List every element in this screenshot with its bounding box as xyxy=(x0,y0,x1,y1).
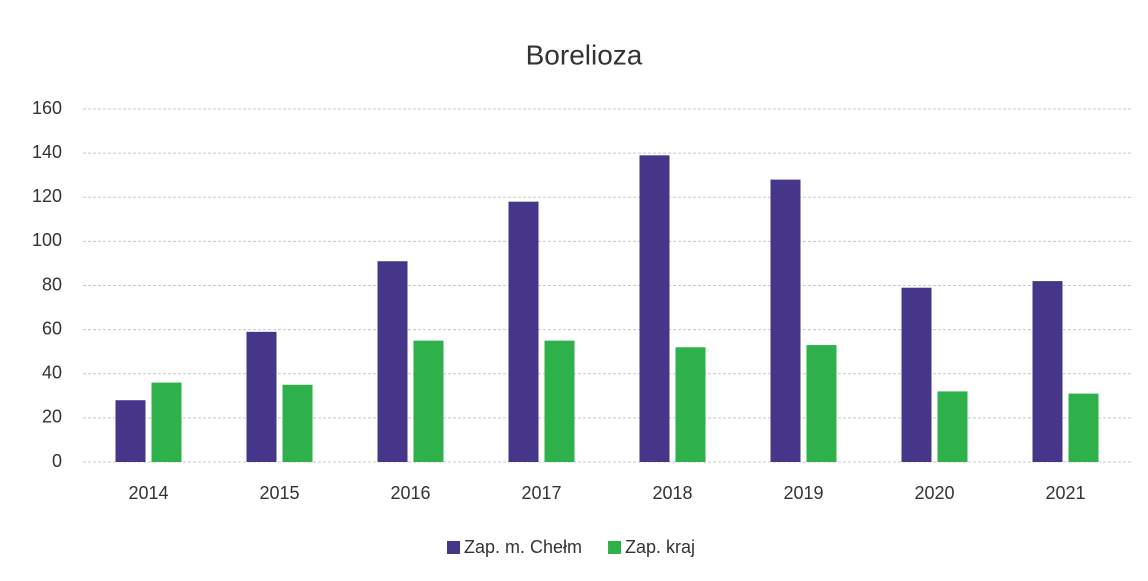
x-tick-label: 2021 xyxy=(1045,483,1085,503)
bar xyxy=(377,261,408,462)
x-tick-label: 2020 xyxy=(914,483,954,503)
bar xyxy=(901,287,932,462)
x-tick-label: 2019 xyxy=(783,483,823,503)
chart-title: Borelioza xyxy=(526,39,643,70)
legend-swatch xyxy=(608,541,622,554)
y-tick-label: 40 xyxy=(42,363,62,383)
bar xyxy=(413,340,444,462)
bar xyxy=(770,179,801,462)
bar xyxy=(246,331,277,462)
x-tick-label: 2018 xyxy=(652,483,692,503)
y-tick-label: 160 xyxy=(32,98,62,118)
legend-label: Zap. m. Chełm xyxy=(464,537,582,557)
y-tick-label: 80 xyxy=(42,274,62,294)
x-tick-label: 2017 xyxy=(521,483,561,503)
x-tick-label: 2015 xyxy=(259,483,299,503)
y-tick-label: 60 xyxy=(42,318,62,338)
bar xyxy=(151,382,182,462)
y-tick-label: 140 xyxy=(32,142,62,162)
x-tick-label: 2016 xyxy=(390,483,430,503)
legend-swatch xyxy=(447,541,460,554)
bar xyxy=(282,384,313,462)
bar xyxy=(508,201,539,462)
y-tick-label: 0 xyxy=(52,451,62,471)
bar xyxy=(806,345,837,462)
y-tick-label: 20 xyxy=(42,407,62,427)
x-tick-label: 2014 xyxy=(128,483,168,503)
bar xyxy=(639,155,670,463)
legend-label: Zap. kraj xyxy=(625,537,695,557)
bar xyxy=(544,340,575,462)
y-tick-label: 100 xyxy=(32,230,62,250)
bar xyxy=(1032,281,1063,462)
bar xyxy=(937,391,968,462)
bar xyxy=(675,347,706,462)
bar xyxy=(1068,393,1099,462)
bar xyxy=(115,400,146,462)
y-tick-label: 120 xyxy=(32,186,62,206)
